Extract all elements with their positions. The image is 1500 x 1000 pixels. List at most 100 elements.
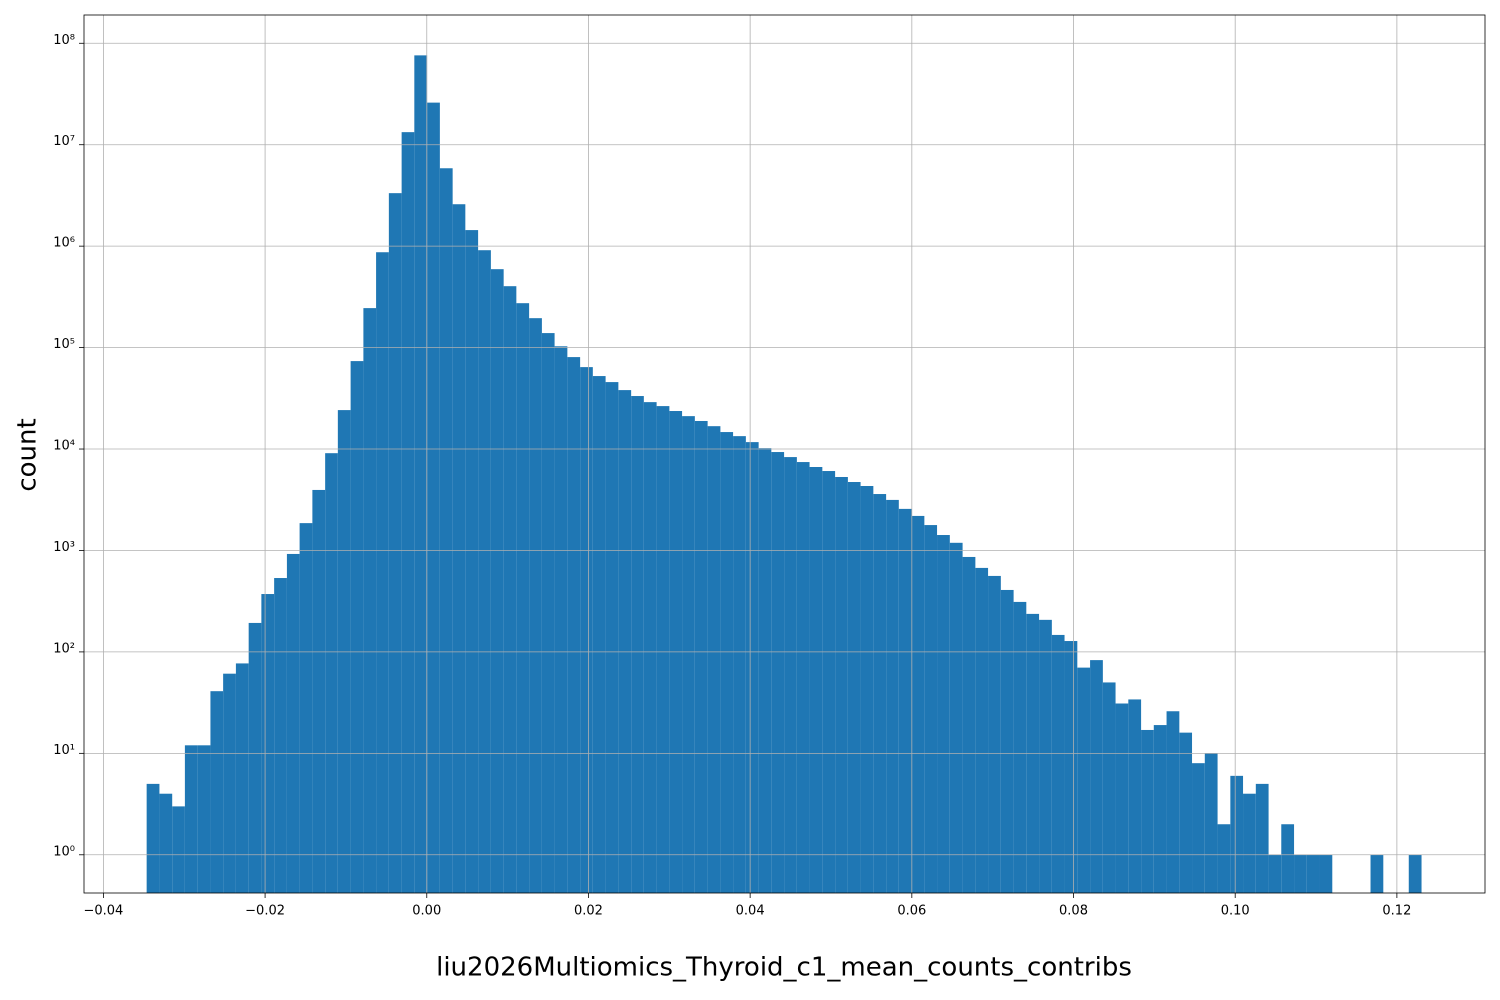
bar xyxy=(1153,725,1167,893)
bar xyxy=(924,525,938,893)
bar xyxy=(529,318,542,894)
bar xyxy=(172,806,185,893)
bar xyxy=(159,793,173,893)
bar xyxy=(682,416,695,893)
bar xyxy=(567,357,581,894)
bar xyxy=(363,308,377,893)
bar xyxy=(796,462,810,893)
bar xyxy=(962,556,976,893)
bar xyxy=(554,346,568,893)
bar xyxy=(1179,732,1193,893)
bar xyxy=(1115,703,1129,893)
x-tick-label: 0.04 xyxy=(736,904,765,919)
bar xyxy=(873,494,887,893)
bar xyxy=(1319,854,1333,893)
bar xyxy=(401,132,415,893)
bar xyxy=(975,567,989,893)
bar xyxy=(694,420,708,893)
bar xyxy=(860,486,874,893)
bar xyxy=(478,250,491,893)
bar xyxy=(541,333,555,894)
bar xyxy=(1039,619,1052,893)
bar xyxy=(733,436,746,893)
bar xyxy=(350,361,364,893)
x-tick-label: −0.04 xyxy=(83,904,123,919)
plot-frame xyxy=(83,14,1486,894)
bar xyxy=(1102,682,1116,893)
bar xyxy=(286,553,300,893)
bar xyxy=(1192,763,1205,893)
bar xyxy=(1268,854,1282,893)
bar xyxy=(758,448,772,893)
bar xyxy=(376,252,389,894)
x-axis-label: liu2026Multiomics_Thyroid_c1_mean_counts… xyxy=(436,953,1132,983)
bar xyxy=(299,523,313,893)
bar xyxy=(490,269,504,893)
bar xyxy=(1000,589,1014,893)
bar xyxy=(707,426,721,893)
x-tick-label: 0.08 xyxy=(1059,904,1088,919)
bar xyxy=(388,193,402,893)
bar xyxy=(1243,793,1256,893)
y-tick-label: 10⁷ xyxy=(53,134,75,149)
x-tick-label: 0.02 xyxy=(574,904,603,919)
bar xyxy=(1051,634,1065,893)
bar xyxy=(325,453,338,893)
bar xyxy=(949,542,963,893)
bar xyxy=(146,783,160,893)
x-tick-label: 0.12 xyxy=(1382,904,1411,919)
bar xyxy=(1217,824,1231,893)
y-tick-label: 10⁶ xyxy=(53,236,75,251)
bar xyxy=(911,515,925,893)
bar xyxy=(1064,641,1078,893)
x-tick-label: 0.00 xyxy=(412,904,441,919)
bar xyxy=(274,578,287,893)
bar xyxy=(1166,711,1180,893)
bar xyxy=(312,489,326,893)
bar xyxy=(184,745,198,893)
bar xyxy=(835,476,848,893)
bar xyxy=(847,482,861,893)
bar xyxy=(745,442,759,893)
bar xyxy=(1370,854,1384,893)
bar xyxy=(1281,824,1295,893)
y-tick-label: 10² xyxy=(53,641,75,656)
bar xyxy=(784,457,797,893)
x-tick-label: 0.06 xyxy=(897,904,926,919)
bar xyxy=(656,406,670,893)
y-tick-label: 10⁴ xyxy=(53,439,75,454)
y-tick-label: 10¹ xyxy=(53,743,75,758)
y-tick-label: 10⁵ xyxy=(53,337,75,352)
bar xyxy=(720,432,734,893)
bar xyxy=(1204,753,1218,893)
bar xyxy=(886,499,899,893)
bar xyxy=(1306,854,1320,893)
bar xyxy=(988,575,1001,893)
bar xyxy=(427,102,440,894)
bar xyxy=(503,286,517,893)
bar xyxy=(414,55,428,893)
bar xyxy=(1013,601,1027,893)
bar xyxy=(261,594,275,893)
bar xyxy=(771,452,785,893)
bar xyxy=(631,396,644,893)
bar xyxy=(235,663,249,893)
bar xyxy=(618,390,632,893)
bar xyxy=(1141,729,1154,893)
y-tick-label: 10⁰ xyxy=(53,844,75,859)
bar xyxy=(1255,783,1269,893)
bar xyxy=(1294,854,1307,893)
y-tick-label: 10³ xyxy=(53,540,75,555)
bar xyxy=(643,402,657,893)
bar xyxy=(605,382,619,893)
bar xyxy=(592,376,606,893)
x-tick-label: −0.02 xyxy=(245,904,285,919)
bar xyxy=(1230,775,1244,893)
bar xyxy=(1077,667,1091,893)
bar xyxy=(898,508,912,893)
bar xyxy=(516,303,530,893)
bar xyxy=(1128,699,1142,893)
bar xyxy=(465,230,479,893)
bar xyxy=(1408,854,1422,893)
